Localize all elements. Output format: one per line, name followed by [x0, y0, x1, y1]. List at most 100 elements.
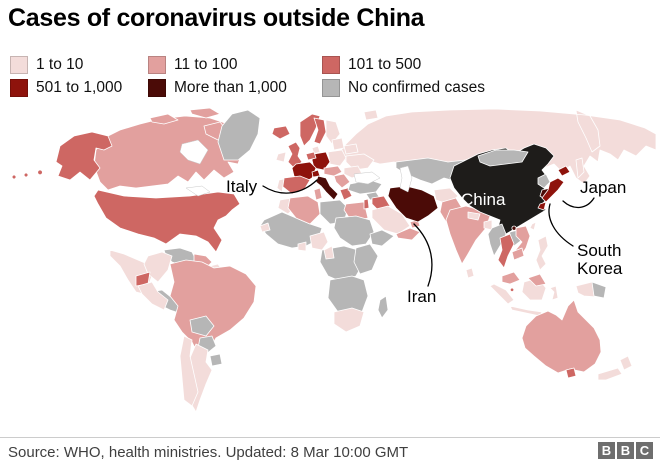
region-ghana	[297, 241, 307, 252]
region-east-africa	[353, 243, 379, 275]
region-tasmania	[565, 367, 577, 379]
legend-label: No confirmed cases	[348, 78, 485, 96]
region-czech-austria	[323, 165, 343, 177]
region-tunisia	[313, 187, 323, 201]
region-svalbard	[363, 109, 379, 121]
bbc-logo-letter-b2: B	[617, 442, 634, 459]
region-senegal	[259, 222, 271, 233]
region-japan	[537, 165, 571, 211]
region-mongolia	[477, 149, 529, 167]
legend-label: 501 to 1,000	[36, 78, 123, 96]
legend-item-11-100: 11 to 100	[148, 53, 322, 76]
region-baltics	[331, 137, 345, 151]
region-sudan-chad	[333, 215, 375, 247]
region-balkans	[333, 173, 351, 189]
region-thailand	[497, 233, 515, 269]
region-algeria	[287, 195, 321, 225]
region-ukraine	[345, 153, 375, 171]
world-map: Italy Iran China Japan South Korea	[11, 107, 657, 413]
region-myanmar	[487, 223, 507, 257]
japan-leader-line	[562, 197, 595, 209]
region-north-korea	[537, 173, 551, 189]
caspian-sea	[399, 165, 413, 193]
south-korea-leader-line	[548, 203, 574, 247]
region-madagascar	[377, 295, 389, 319]
legend-label: 1 to 10	[36, 55, 84, 73]
hudson-bay	[179, 139, 209, 165]
region-benelux	[305, 151, 317, 161]
region-switzerland	[311, 169, 321, 178]
legend-item-501-1000: 501 to 1,000	[10, 76, 148, 99]
legend: 1 to 10 11 to 100 101 to 500 501 to 1,00…	[10, 53, 656, 99]
region-singapore	[509, 287, 515, 292]
region-mexico	[109, 249, 167, 295]
page-title: Cases of coronavirus outside China	[8, 4, 425, 32]
iran-label: Iran	[407, 287, 436, 306]
legend-item-no-cases: No confirmed cases	[322, 76, 656, 99]
source-text: Source: WHO, health ministries. Updated:…	[8, 444, 409, 461]
region-poland	[327, 149, 347, 167]
region-ireland	[275, 151, 287, 163]
region-new-zealand	[597, 355, 633, 381]
region-cambodia	[511, 247, 525, 261]
legend-item-101-500: 101 to 500	[322, 53, 656, 76]
region-malaysia	[501, 271, 547, 287]
region-nigeria	[309, 231, 329, 251]
region-chile	[179, 335, 199, 407]
region-greece	[339, 187, 353, 201]
region-nepal	[467, 211, 481, 221]
south-korea-label-line1: South	[577, 241, 621, 260]
region-alaska	[11, 131, 113, 181]
region-sweden	[313, 117, 327, 145]
legend-swatch-501-1000	[10, 78, 28, 97]
region-yemen-oman	[395, 227, 421, 241]
china-label: China	[461, 190, 506, 209]
legend-item-more-1000: More than 1,000	[148, 76, 322, 99]
legend-label: 101 to 500	[348, 55, 422, 73]
footer-divider	[0, 437, 660, 438]
region-sri-lanka	[465, 267, 475, 279]
legend-swatch-1-10	[10, 55, 28, 74]
legend-swatch-no-cases	[322, 78, 340, 97]
region-belarus	[343, 143, 359, 155]
region-arctic-islands	[149, 107, 221, 125]
region-portugal	[276, 178, 285, 193]
italy-label: Italy	[226, 177, 258, 196]
region-uruguay	[209, 353, 223, 367]
legend-label: More than 1,000	[174, 78, 287, 96]
region-hong-kong	[511, 225, 517, 231]
region-colombia	[143, 251, 173, 283]
region-uk	[287, 141, 303, 169]
italy-leader-line	[262, 179, 318, 194]
legend-item-1-10: 1 to 10	[10, 53, 148, 76]
japan-label: Japan	[580, 178, 626, 197]
great-lakes	[185, 185, 211, 197]
bbc-logo-letter-c: C	[636, 442, 653, 459]
region-philippines	[535, 235, 549, 271]
iran-leader-line	[413, 223, 433, 287]
bbc-logo-letter-b1: B	[598, 442, 615, 459]
region-usa	[93, 189, 241, 253]
legend-swatch-more-1000	[148, 78, 166, 97]
region-iran	[387, 185, 439, 223]
black-sea	[353, 171, 381, 185]
region-australia	[521, 299, 602, 374]
region-cameroon	[323, 245, 335, 260]
region-bangladesh	[483, 219, 493, 231]
region-papua-new-guinea	[591, 281, 607, 299]
legend-swatch-101-500	[322, 55, 340, 74]
region-bolivia	[189, 315, 215, 337]
region-sakhalin	[575, 157, 585, 179]
legend-swatch-11-100	[148, 55, 166, 74]
region-peru	[137, 281, 169, 311]
bbc-logo: B B C	[598, 442, 653, 459]
south-korea-label-line2: Korea	[577, 259, 623, 278]
region-south-africa	[333, 307, 365, 333]
region-israel	[363, 198, 370, 210]
region-horn-of-africa	[369, 229, 395, 247]
region-taiwan	[529, 221, 537, 231]
region-iceland	[271, 125, 291, 140]
legend-label: 11 to 100	[174, 55, 238, 73]
region-saudi-arabia	[371, 205, 411, 235]
